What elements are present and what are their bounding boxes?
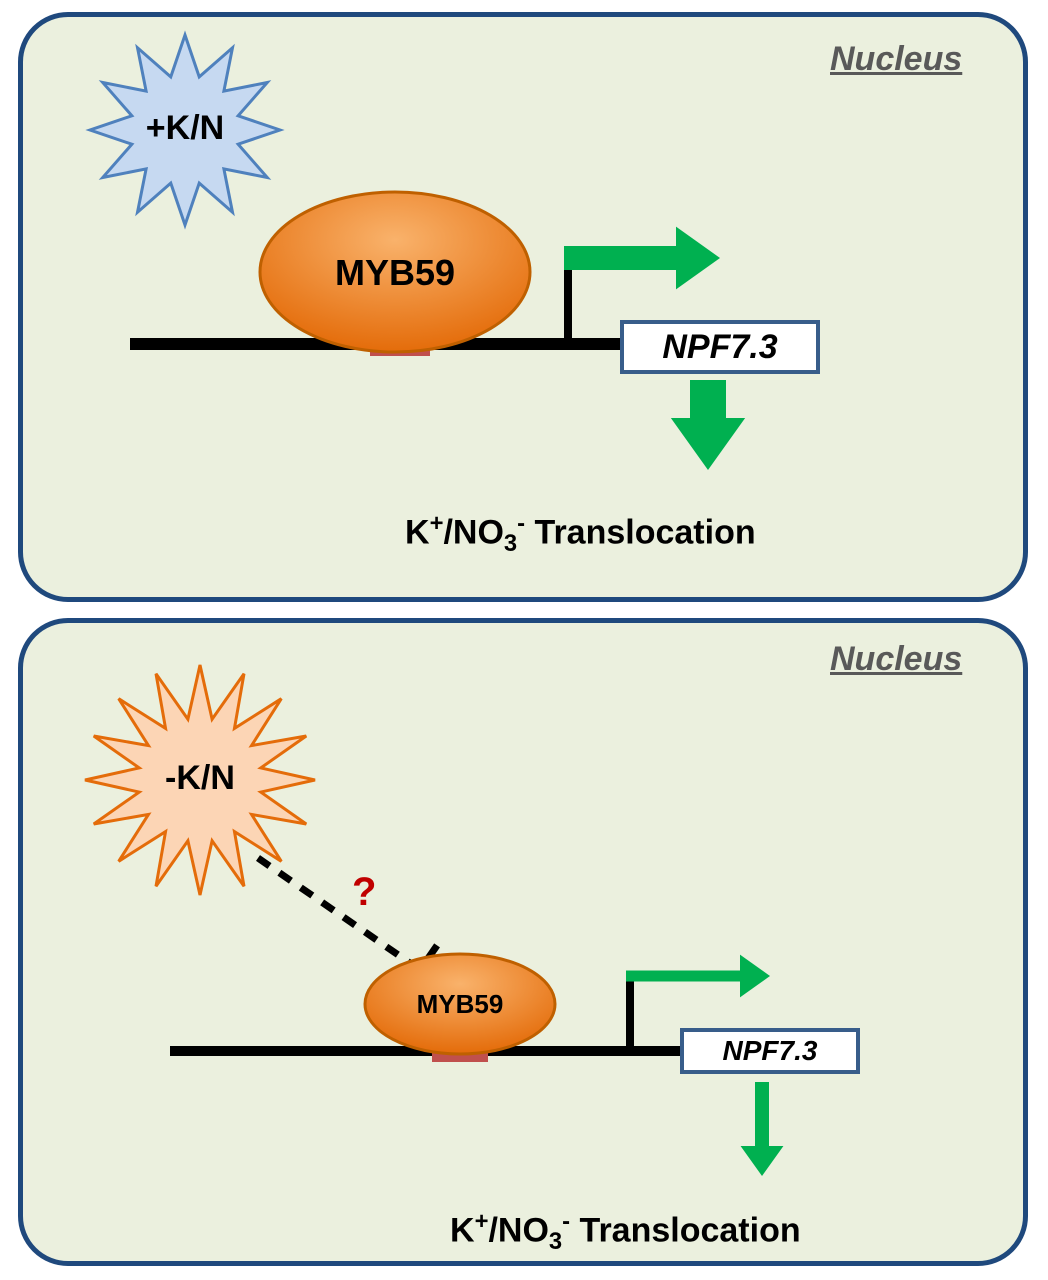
translocation-text-top: K+/NO3- Translocation — [405, 510, 756, 558]
starburst-plus-kn-text: +K/N — [105, 109, 265, 148]
myb59-text-bottom: MYB59 — [365, 989, 555, 1020]
nucleus-label-top: Nucleus — [830, 40, 962, 79]
gene-text-bottom: NPF7.3 — [723, 1035, 818, 1067]
gene-text-top: NPF7.3 — [662, 328, 777, 367]
gene-box-top: NPF7.3 — [620, 320, 820, 374]
nucleus-label-bottom: Nucleus — [830, 640, 962, 679]
translocation-text-bottom: K+/NO3- Translocation — [450, 1208, 801, 1256]
gene-box-bottom: NPF7.3 — [680, 1028, 860, 1074]
question-mark: ? — [352, 870, 376, 915]
starburst-minus-kn-text: -K/N — [120, 759, 280, 798]
myb59-text-top: MYB59 — [260, 252, 530, 294]
